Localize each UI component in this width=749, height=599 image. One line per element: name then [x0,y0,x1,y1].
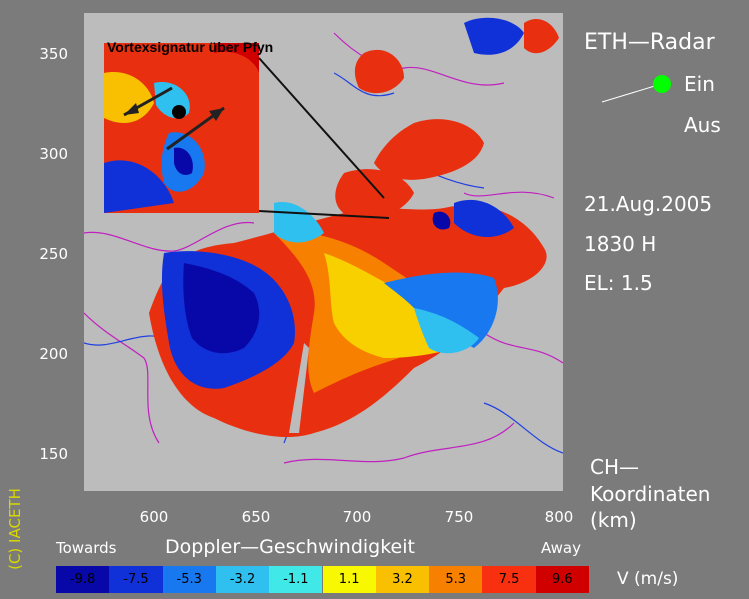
colorbar-box: 5.3 [429,566,483,593]
radar-map[interactable] [84,13,563,491]
y-tick-label: 150 [39,445,68,463]
x-tick-label: 700 [342,508,372,526]
x-tick-label: 800 [544,508,574,526]
coords-label-2: Koordinaten [590,482,711,506]
inset-title: Vortexsignatur über Pfyn [107,39,274,55]
colorbar-right-label: Away [541,539,581,557]
coords-label-3: (km) [590,508,637,532]
y-tick-label: 350 [39,45,68,63]
status-indicator [601,75,671,103]
date-label: 21.Aug.2005 [584,192,713,216]
x-tick-label: 650 [241,508,271,526]
x-tick-label: 600 [139,508,169,526]
colorbar-box: -5.3 [162,566,216,593]
time-label: 1830 H [584,232,657,256]
colorbar-box: 9.6 [535,566,589,593]
colorbar-box: -7.5 [109,566,163,593]
radar-title: ETH—Radar [584,30,715,55]
colorbar-box: 3.2 [375,566,430,593]
colorbar-left-label: Towards [56,539,117,557]
elevation-label: EL: 1.5 [584,271,653,295]
colorbar-box: 7.5 [482,566,536,593]
colorbar-unit: V (m/s) [617,569,679,589]
y-tick-label: 250 [39,245,68,263]
colorbar-box: -3.2 [215,566,270,593]
status-dot-icon [653,75,671,93]
legend-off-label: Aus [684,113,721,137]
radar-scan-svg [84,17,563,464]
coords-label-1: CH— [590,455,640,479]
legend-on-label: Ein [684,72,715,96]
x-tick-label: 750 [444,508,474,526]
inset-zoom [104,43,259,213]
colorbar-title: Doppler—Geschwindigkeit [165,536,415,558]
copyright-label: (C) IACETH [6,488,24,570]
colorbar-box: -1.1 [269,566,323,593]
y-tick-label: 200 [39,345,68,363]
y-tick-label: 300 [39,145,68,163]
colorbar-box: 1.1 [322,566,376,593]
colorbar-box: -9.8 [56,566,110,593]
